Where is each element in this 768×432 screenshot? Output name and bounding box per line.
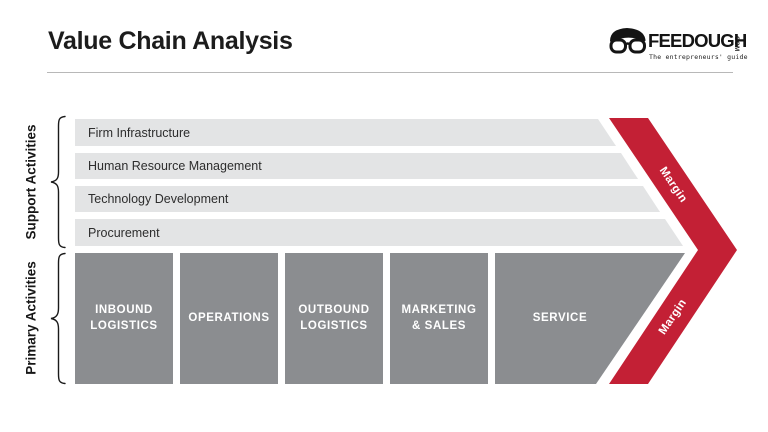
primary-box-outbound-logistics: OUTBOUND LOGISTICS (285, 253, 383, 384)
primary-box-label: INBOUND LOGISTICS (90, 303, 158, 332)
support-row-label: Procurement (88, 225, 160, 240)
founder-glasses-icon (609, 28, 646, 54)
primary-box-label: MARKETING & SALES (401, 303, 477, 332)
margin-arrow (609, 118, 737, 384)
support-row-label: Human Resource Management (88, 159, 262, 173)
support-row-procurement: Procurement (75, 219, 683, 246)
header-divider (47, 72, 733, 73)
primary-box-marketing-sales: MARKETING & SALES (390, 253, 488, 384)
primary-box-label: OUTBOUND LOGISTICS (298, 303, 370, 332)
support-activities-label: Support Activities (23, 124, 39, 240)
primary-box-label: OPERATIONS (188, 311, 270, 324)
support-row-technology-development: Technology Development (75, 186, 660, 212)
primary-box-inbound-logistics: INBOUND LOGISTICS (75, 253, 173, 384)
support-row-firm-infrastructure: Firm Infrastructure (75, 119, 616, 146)
logo-tagline: The entrepreneurs' guide (649, 53, 748, 61)
support-row-label: Technology Development (88, 192, 229, 206)
support-row-human-resource-management: Human Resource Management (75, 153, 638, 179)
primary-box-operations: OPERATIONS (180, 253, 278, 384)
page-title: Value Chain Analysis (48, 27, 293, 55)
feedough-logo: FEEDOUGH .COM The entrepreneurs' guide (608, 25, 753, 65)
primary-activities-label: Primary Activities (23, 261, 39, 375)
logo-wordmark: FEEDOUGH (648, 30, 747, 51)
support-brace (50, 115, 66, 249)
primary-box-label: SERVICE (532, 311, 588, 324)
support-row-label: Firm Infrastructure (88, 125, 191, 140)
logo-tld: .COM (733, 34, 739, 52)
primary-brace (50, 252, 66, 385)
